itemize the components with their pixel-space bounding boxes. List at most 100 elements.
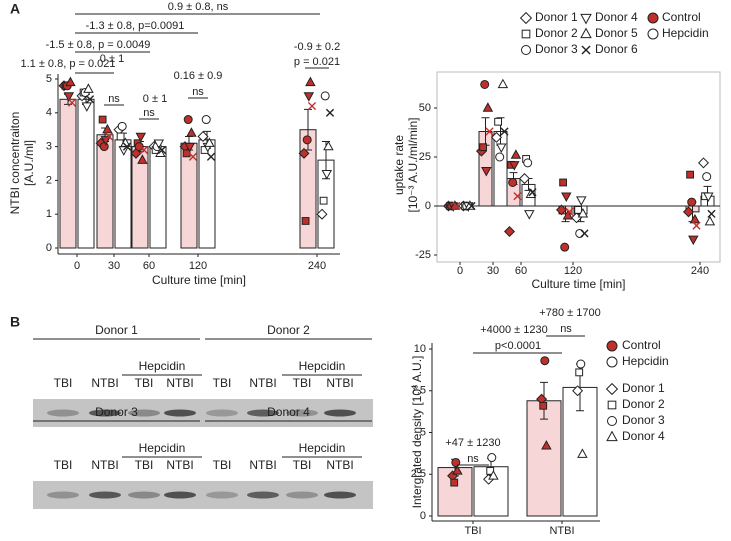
blot-band xyxy=(247,409,279,417)
blot-lane-label: TBI xyxy=(54,458,73,472)
y-axis-label: NTBI concentraiton xyxy=(8,112,22,215)
annotation: ns xyxy=(467,453,479,465)
donor-point xyxy=(510,149,522,159)
donor-point xyxy=(561,192,572,203)
blot-band xyxy=(324,409,356,417)
blot-band xyxy=(247,491,279,499)
legend-label: Donor 1 xyxy=(622,381,665,395)
y-tick-label: 2.5 xyxy=(411,468,426,480)
legend-marker xyxy=(607,416,617,426)
donor-point xyxy=(480,79,490,89)
legend-label: Hepcidin xyxy=(662,26,709,40)
panel-label: A xyxy=(10,1,20,17)
donor-point xyxy=(452,201,461,211)
x-tick-label: 240 xyxy=(308,260,326,272)
donor-point xyxy=(565,207,574,216)
blot-band xyxy=(164,491,196,499)
donor-point xyxy=(707,209,716,218)
y-tick-label: 50 xyxy=(419,102,431,114)
y-axis-label: Intergrated density [10³ A.U.] xyxy=(410,356,424,509)
donor-point xyxy=(102,123,113,134)
blot-band xyxy=(324,491,356,499)
y-tick-label: 1 xyxy=(46,208,52,220)
y-tick-label: 0 xyxy=(420,510,426,522)
blot-band xyxy=(47,491,79,499)
annotation: +47 ± 1230 xyxy=(445,437,500,449)
donor-point xyxy=(67,98,77,107)
annotation: ns xyxy=(560,323,572,335)
blot-donor-label: Donor 2 xyxy=(267,323,310,337)
donor-point xyxy=(182,149,191,158)
donor-point xyxy=(577,448,588,458)
donor-point xyxy=(496,143,507,154)
blot-treatment-label: Hepcidin xyxy=(139,359,186,373)
blot-band xyxy=(47,409,79,417)
donor-point xyxy=(576,359,586,369)
donor-point xyxy=(122,142,132,151)
blot-band xyxy=(128,409,160,417)
donor-point xyxy=(83,83,94,93)
legend-marker xyxy=(521,29,531,39)
bar xyxy=(77,98,95,249)
blot-band xyxy=(206,409,238,417)
legend-label: Donor 3 xyxy=(622,413,665,427)
blot-donor-label: Donor 4 xyxy=(267,405,310,419)
donor-point xyxy=(479,143,488,152)
y-tick-label: 4 xyxy=(46,107,52,119)
x-axis-label: Culture time [min] xyxy=(152,273,246,287)
donor-point xyxy=(450,478,459,487)
donor-point xyxy=(572,385,584,397)
donor-point xyxy=(688,235,699,246)
donor-point xyxy=(99,142,109,152)
donor-point xyxy=(513,192,522,201)
annotation: -1.5 ± 0.8, p = 0.0049 xyxy=(46,39,151,51)
bar xyxy=(96,134,114,249)
blot-lane-label: TBI xyxy=(213,458,232,472)
legend-label: Donor 4 xyxy=(595,10,638,24)
blot-lane-label: TBI xyxy=(54,376,73,390)
donor-point xyxy=(104,132,114,141)
x-tick-label: 60 xyxy=(143,260,155,272)
panel-label: B xyxy=(10,314,20,330)
donor-point xyxy=(206,152,216,161)
legend-marker xyxy=(647,28,659,40)
blot-image xyxy=(33,481,373,509)
blot-lane-label: NTBI xyxy=(91,376,118,390)
donor-point xyxy=(541,440,552,450)
donor-point xyxy=(100,136,112,146)
legend-marker xyxy=(519,11,533,25)
donor-point xyxy=(98,115,107,124)
donor-point xyxy=(325,108,335,117)
donor-point xyxy=(183,115,193,125)
legend-marker xyxy=(580,13,592,25)
y-tick-label: 25 xyxy=(419,151,431,163)
blot-band xyxy=(286,491,318,499)
annotation: p<0.0001 xyxy=(495,340,541,352)
donor-point xyxy=(157,145,167,155)
donor-point xyxy=(139,145,149,155)
blot-lane-label: NTBI xyxy=(326,376,353,390)
donor-point xyxy=(497,78,509,89)
blot-treatment-label: Hepcidin xyxy=(299,441,346,455)
annotation: 0 ± 1 xyxy=(143,93,167,105)
blot-band xyxy=(128,491,160,499)
blot-image xyxy=(33,399,373,427)
donor-point xyxy=(577,208,589,218)
y-tick-label: -25 xyxy=(415,249,431,261)
x-tick-label: NTBI xyxy=(549,525,574,537)
y-axis-label: [A.U./ml] xyxy=(22,140,36,186)
legend-marker xyxy=(580,27,592,39)
x-tick-label: TBI xyxy=(464,525,481,537)
donor-point xyxy=(580,229,589,238)
donor-point xyxy=(316,208,328,220)
legend-marker xyxy=(521,45,531,55)
x-tick-label: 120 xyxy=(189,260,207,272)
legend-label: Donor 1 xyxy=(535,10,578,24)
donor-point xyxy=(201,115,211,125)
donor-point xyxy=(188,152,198,161)
donor-point xyxy=(508,177,518,187)
y-axis-label: uptake rate xyxy=(392,135,406,195)
legend-label: Donor 4 xyxy=(622,429,665,443)
donor-point xyxy=(116,132,125,141)
